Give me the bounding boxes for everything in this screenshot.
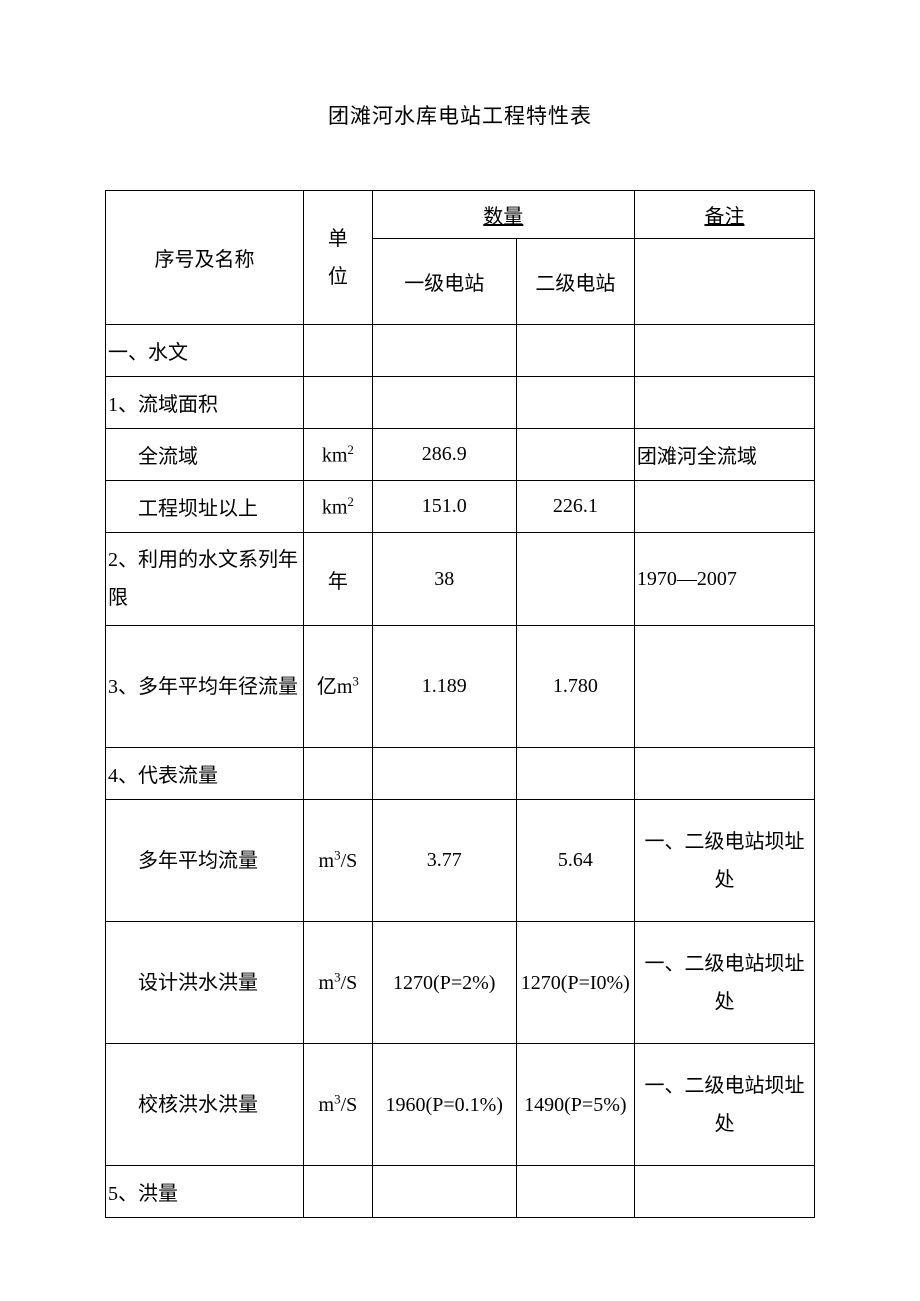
header-note: 备注 bbox=[634, 191, 814, 239]
table-row: 4、代表流量 bbox=[106, 748, 815, 800]
cell-value-1 bbox=[372, 1166, 516, 1218]
cell-unit: m3/S bbox=[304, 922, 373, 1044]
header-quantity-group: 数量 bbox=[372, 191, 634, 239]
header-note-blank bbox=[634, 239, 814, 325]
cell-value-1 bbox=[372, 748, 516, 800]
page-title: 团滩河水库电站工程特性表 bbox=[105, 100, 815, 130]
cell-name: 多年平均流量 bbox=[106, 800, 304, 922]
table-row: 工程坝址以上km2151.0226.1 bbox=[106, 481, 815, 533]
cell-unit bbox=[304, 748, 373, 800]
cell-unit: m3/S bbox=[304, 1044, 373, 1166]
table-row: 2、利用的水文系列年限年38 1970—2007 bbox=[106, 533, 815, 626]
cell-value-1: 151.0 bbox=[372, 481, 516, 533]
document-page: 团滩河水库电站工程特性表 序号及名称 单 位 数量 备注 一级电站 bbox=[0, 0, 920, 1218]
cell-value-2 bbox=[516, 325, 634, 377]
cell-name: 3、多年平均年径流量 bbox=[106, 626, 304, 748]
cell-value-1: 1.189 bbox=[372, 626, 516, 748]
table-row: 多年平均流量m3/S3.775.64一、二级电站坝址处 bbox=[106, 800, 815, 922]
table-row: 设计洪水洪量m3/S1270(P=2%)1270(P=I0%)一、二级电站坝址处 bbox=[106, 922, 815, 1044]
cell-unit: km2 bbox=[304, 429, 373, 481]
table-body: 一、水文1、流域面积全流域km2286.9团滩河全流域工程坝址以上km2151.… bbox=[106, 325, 815, 1218]
cell-unit bbox=[304, 325, 373, 377]
header-unit: 单 位 bbox=[304, 191, 373, 325]
cell-unit bbox=[304, 377, 373, 429]
cell-value-2: 1490(P=5%) bbox=[516, 1044, 634, 1166]
table-row: 校核洪水洪量m3/S1960(P=0.1%)1490(P=5%)一、二级电站坝址… bbox=[106, 1044, 815, 1166]
cell-name: 设计洪水洪量 bbox=[106, 922, 304, 1044]
cell-name: 1、流域面积 bbox=[106, 377, 304, 429]
cell-unit bbox=[304, 1166, 373, 1218]
cell-value-1: 3.77 bbox=[372, 800, 516, 922]
cell-name: 2、利用的水文系列年限 bbox=[106, 533, 304, 626]
table-row: 5、洪量 bbox=[106, 1166, 815, 1218]
header-unit-line1: 单 bbox=[328, 228, 348, 250]
cell-value-1 bbox=[372, 377, 516, 429]
cell-value-1: 1960(P=0.1%) bbox=[372, 1044, 516, 1166]
cell-value-1: 1270(P=2%) bbox=[372, 922, 516, 1044]
table-row: 全流域km2286.9 团滩河全流域 bbox=[106, 429, 815, 481]
cell-note bbox=[634, 626, 814, 748]
cell-value-1 bbox=[372, 325, 516, 377]
cell-unit: km2 bbox=[304, 481, 373, 533]
table-row: 一、水文 bbox=[106, 325, 815, 377]
cell-name: 5、洪量 bbox=[106, 1166, 304, 1218]
cell-value-2 bbox=[516, 1166, 634, 1218]
cell-name: 一、水文 bbox=[106, 325, 304, 377]
table-row: 3、多年平均年径流量亿m31.1891.780 bbox=[106, 626, 815, 748]
header-quantity-label: 数量 bbox=[483, 206, 523, 228]
header-unit-line2: 位 bbox=[328, 266, 348, 288]
table-row: 1、流域面积 bbox=[106, 377, 815, 429]
cell-value-2: 1.780 bbox=[516, 626, 634, 748]
characteristics-table: 序号及名称 单 位 数量 备注 一级电站 二级电站 一、水文1、流域面积全流域k… bbox=[105, 190, 815, 1218]
header-val2: 二级电站 bbox=[516, 239, 634, 325]
cell-unit: 亿m3 bbox=[304, 626, 373, 748]
cell-note: 一、二级电站坝址处 bbox=[634, 922, 814, 1044]
header-name: 序号及名称 bbox=[106, 191, 304, 325]
header-val1: 一级电站 bbox=[372, 239, 516, 325]
cell-name: 4、代表流量 bbox=[106, 748, 304, 800]
cell-value-2: 1270(P=I0%) bbox=[516, 922, 634, 1044]
cell-value-1: 38 bbox=[372, 533, 516, 626]
cell-note bbox=[634, 325, 814, 377]
cell-name: 校核洪水洪量 bbox=[106, 1044, 304, 1166]
cell-value-2: 5.64 bbox=[516, 800, 634, 922]
cell-unit: 年 bbox=[304, 533, 373, 626]
cell-unit: m3/S bbox=[304, 800, 373, 922]
cell-value-2 bbox=[516, 429, 634, 481]
cell-note bbox=[634, 377, 814, 429]
cell-note: 一、二级电站坝址处 bbox=[634, 800, 814, 922]
cell-name: 工程坝址以上 bbox=[106, 481, 304, 533]
cell-name: 全流域 bbox=[106, 429, 304, 481]
cell-value-2 bbox=[516, 533, 634, 626]
cell-note: 1970—2007 bbox=[634, 533, 814, 626]
cell-note bbox=[634, 481, 814, 533]
cell-value-1: 286.9 bbox=[372, 429, 516, 481]
cell-note bbox=[634, 748, 814, 800]
cell-note bbox=[634, 1166, 814, 1218]
cell-value-2: 226.1 bbox=[516, 481, 634, 533]
table-header: 序号及名称 单 位 数量 备注 一级电站 二级电站 bbox=[106, 191, 815, 325]
cell-value-2 bbox=[516, 377, 634, 429]
cell-note: 团滩河全流域 bbox=[634, 429, 814, 481]
cell-note: 一、二级电站坝址处 bbox=[634, 1044, 814, 1166]
cell-value-2 bbox=[516, 748, 634, 800]
